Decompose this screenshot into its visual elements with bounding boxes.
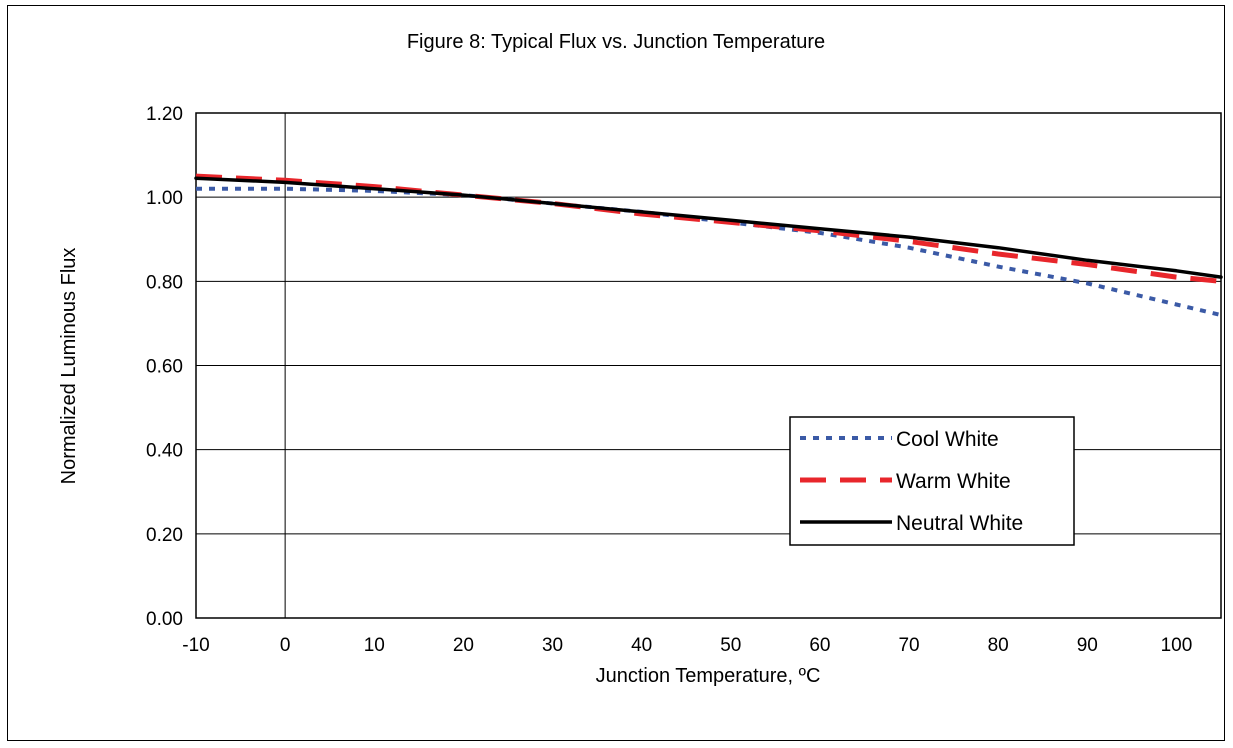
y-tick-label: 0.40 [146, 441, 183, 462]
x-axis-label: Junction Temperature, ºC [596, 665, 821, 687]
y-tick-label: 0.20 [146, 525, 183, 546]
series-line-neutral-white [194, 176, 1223, 279]
x-tick-label: 80 [988, 635, 1009, 656]
y-tick-label: 0.00 [146, 609, 183, 630]
series-layer [194, 173, 1223, 317]
legend-label: Cool White [896, 428, 999, 451]
legend: Cool White Warm White Neutral White [789, 416, 1075, 546]
x-tick-label: 40 [631, 635, 652, 656]
x-tick-label: 30 [542, 635, 563, 656]
y-tick-label: 1.20 [146, 104, 183, 125]
x-tick-label: 20 [453, 635, 474, 656]
legend-label: Neutral White [896, 512, 1023, 535]
series-line-warm-white [195, 173, 1222, 284]
chart-title: Figure 8: Typical Flux vs. Junction Temp… [407, 31, 825, 53]
y-tick-label: 1.00 [146, 188, 183, 209]
x-tick-label: 60 [809, 635, 830, 656]
x-tick-label: 100 [1161, 635, 1193, 656]
y-axis-label: Normalized Luminous Flux [58, 248, 80, 485]
y-tick-label: 0.80 [146, 272, 183, 293]
x-tick-label: 0 [280, 635, 291, 656]
x-tick-labels: -10 0 10 20 30 40 50 60 70 80 90 100 [182, 635, 1192, 656]
x-tick-label: 10 [364, 635, 385, 656]
legend-label: Warm White [896, 470, 1011, 493]
y-tick-labels: 0.00 0.20 0.40 0.60 0.80 1.00 1.20 [146, 104, 183, 630]
x-tick-label: -10 [182, 635, 209, 656]
grid-lines [196, 113, 1221, 618]
x-tick-label: 50 [720, 635, 741, 656]
y-tick-label: 0.60 [146, 357, 183, 378]
x-tick-label: 70 [898, 635, 919, 656]
x-tick-label: 90 [1077, 635, 1098, 656]
